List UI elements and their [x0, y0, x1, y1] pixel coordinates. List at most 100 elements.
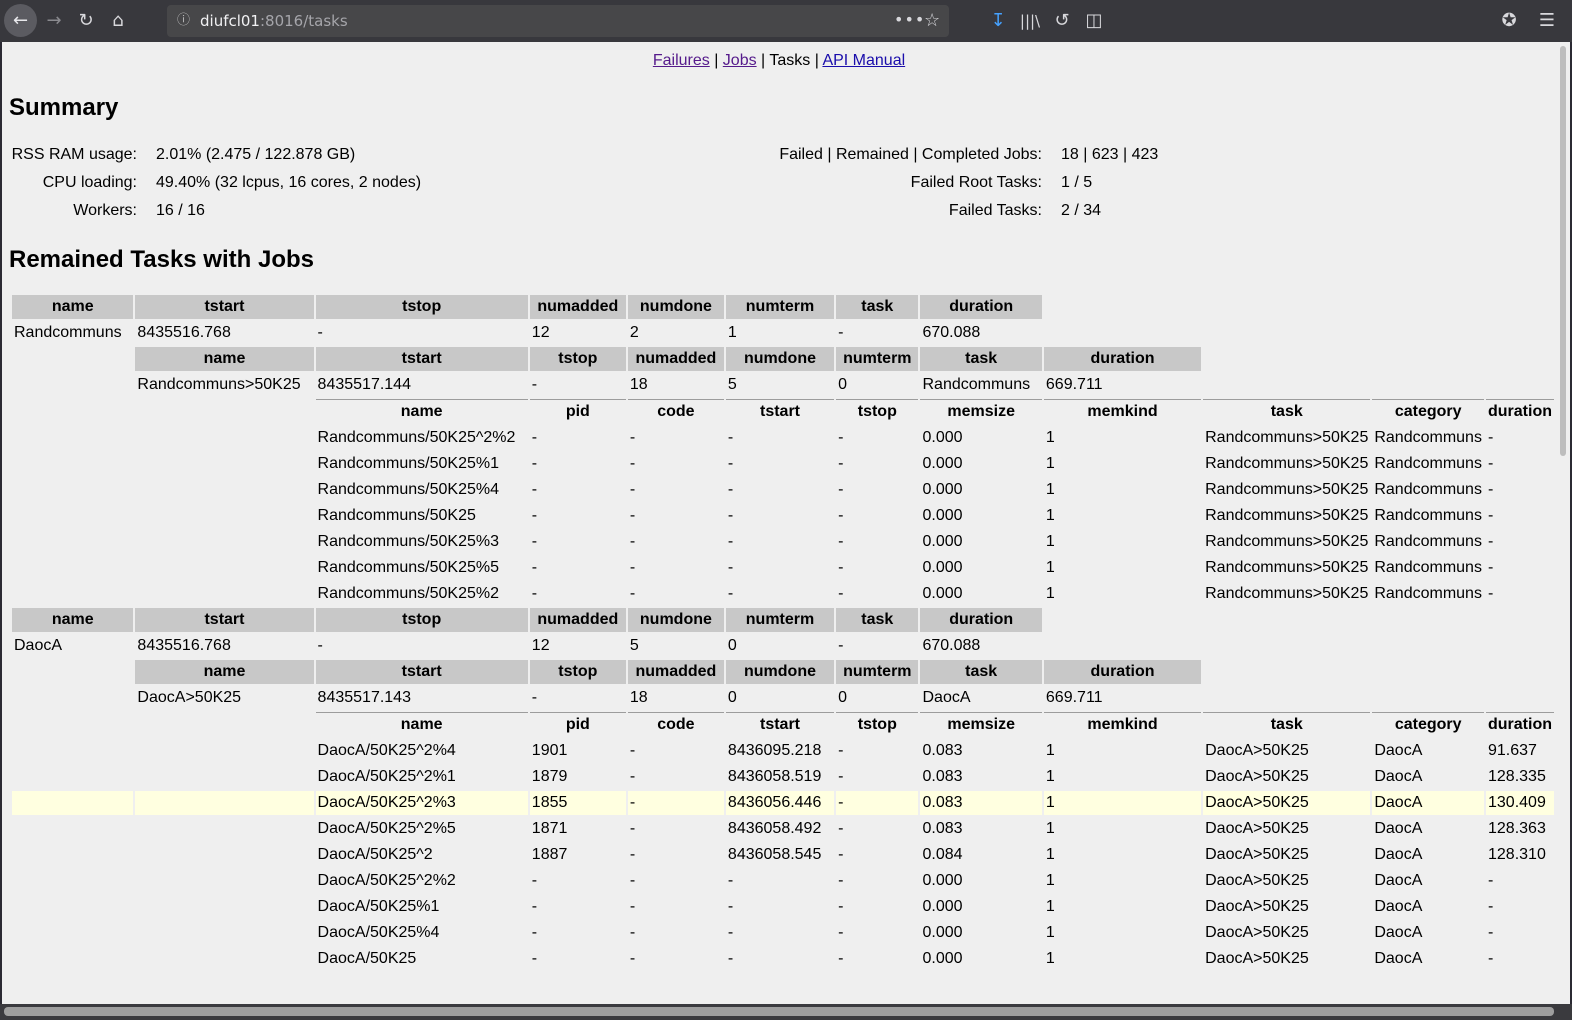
library-icon[interactable]: |||\: [1019, 12, 1041, 30]
remained-heading: Remained Tasks with Jobs: [9, 246, 314, 273]
job-row[interactable]: Randcommuns/50K25%4 - - - - 0.000 1 Randcommuns…: [12, 478, 1554, 502]
job-row[interactable]: Randcommuns/50K25%1 - - - - 0.000 1 Randcommuns…: [12, 452, 1554, 476]
job-cell-tstop: -: [838, 768, 844, 785]
job-cell-task: DaocA>50K25: [1205, 768, 1309, 785]
job-cell-pid: -: [531, 429, 538, 446]
url-bar[interactable]: ⓘ diufcl01:8016/tasks ••• ☆: [167, 5, 949, 37]
column-header-task: task: [836, 295, 919, 319]
job-cell-task: DaocA>50K25: [1205, 742, 1309, 759]
nav-current-tasks: Tasks: [769, 52, 811, 69]
job-row[interactable]: DaocA/50K25%4 - - - - 0.000 1 DaocA>50K25 DaocA -: [12, 921, 1554, 945]
job-row[interactable]: Randcommuns/50K25%3 - - - - 0.000 1 Randcommuns…: [12, 530, 1554, 554]
info-icon[interactable]: ⓘ: [177, 13, 191, 28]
job-row[interactable]: DaocA/50K25^2%2 - - - - 0.000 1 DaocA>50K25 Daoc…: [12, 869, 1554, 893]
pocket-icon[interactable]: ✪: [1501, 10, 1517, 31]
empty-cell: [1203, 686, 1370, 710]
job-cell-pid: -: [531, 898, 538, 915]
job-cell-category: Randcommuns: [1374, 559, 1482, 576]
failed-tasks-value: 2 / 34: [1061, 202, 1102, 219]
job-cell-task: Randcommuns>50K25: [1205, 585, 1369, 602]
bookmark-star-icon[interactable]: ☆: [924, 10, 941, 31]
job-cell-code: -: [629, 898, 636, 915]
home-icon[interactable]: ⌂: [112, 10, 124, 31]
horizontal-scroll-thumb[interactable]: [4, 1007, 1554, 1016]
nav-link-failures[interactable]: Failures: [652, 52, 710, 69]
job-cell-code: -: [629, 872, 636, 889]
horizontal-scrollbar[interactable]: [0, 1004, 1572, 1020]
job-cell-memsize: 0.083: [920, 791, 1042, 815]
column-header-duration: duration: [1043, 347, 1202, 371]
download-icon[interactable]: ↧: [990, 10, 1006, 31]
subtask-row[interactable]: DaocA>50K25 8435517.143 - 18 0 0 DaocA 669.711: [12, 686, 1554, 710]
column-header-memsize: memsize: [920, 712, 1042, 737]
empty-cell: [1372, 660, 1484, 684]
empty-cell: [12, 739, 133, 763]
job-row[interactable]: Randcommuns/50K25%2 - - - - 0.000 1 Randcommuns…: [12, 582, 1554, 606]
empty-cell: [1372, 295, 1484, 319]
empty-cell: [135, 399, 313, 424]
subtask-row[interactable]: Randcommuns>50K25 8435517.144 - 18 5 0 Randcom…: [12, 373, 1554, 397]
reload-icon[interactable]: ↻: [78, 10, 94, 31]
column-header-category: category: [1372, 399, 1484, 424]
job-cell-code: -: [629, 820, 636, 837]
job-cell-name: DaocA/50K25^2%3: [315, 791, 528, 815]
empty-cell: [1203, 634, 1370, 658]
job-row[interactable]: Randcommuns/50K25^2%2- - - -0.000 1 Randcommu…: [12, 426, 1554, 450]
job-cell-task: DaocA>50K25: [1205, 872, 1309, 889]
nav-link-api-manual[interactable]: API Manual: [822, 52, 906, 69]
job-cell-duration: -: [1488, 533, 1494, 550]
job-row[interactable]: DaocA/50K25^2%3 1855-8436056.446-0.083 1 Da…: [12, 791, 1554, 815]
job-cell-tstop: -: [836, 791, 919, 815]
job-cell-task: DaocA>50K25: [1205, 820, 1309, 837]
empty-cell: [1044, 295, 1201, 319]
empty-cell: [135, 582, 313, 606]
job-cell-duration: 128.310: [1488, 846, 1546, 863]
menu-icon[interactable]: ☰: [1538, 10, 1556, 31]
job-row[interactable]: DaocA/50K25^2 1887-8436058.545-0.084 1 Daoc…: [12, 843, 1554, 867]
url-text[interactable]: diufcl01:8016/tasks: [200, 5, 348, 37]
root-header-row: name tstart tstop numadded numdone numterm tas…: [12, 295, 1554, 319]
job-cell-tstop: -: [838, 898, 844, 915]
nav-link-jobs[interactable]: Jobs: [722, 52, 757, 69]
forward-icon[interactable]: →: [46, 10, 62, 31]
more-icon[interactable]: •••: [894, 10, 926, 29]
empty-cell: [12, 373, 133, 397]
subtask-cell-duration: 669.711: [1045, 376, 1103, 393]
job-cell-tstop: -: [838, 507, 844, 524]
job-cell-code: -: [629, 481, 636, 498]
history-icon[interactable]: ↺: [1054, 10, 1070, 31]
job-cell-tstart: -: [727, 872, 734, 889]
job-cell-memsize: 0.000: [922, 585, 963, 602]
job-row[interactable]: DaocA/50K25^2%4 1901-8436095.218-0.083 1 Da…: [12, 739, 1554, 763]
sidebar-icon[interactable]: ◫: [1085, 10, 1103, 31]
vertical-scroll-thumb[interactable]: [1560, 46, 1566, 456]
job-row[interactable]: DaocA/50K25^2%5 1871-8436058.492-0.083 1 Da…: [12, 817, 1554, 841]
job-row[interactable]: Randcommuns/50K25 - - - - 0.000 1 Randcommuns>5…: [12, 504, 1554, 528]
empty-cell: [12, 347, 133, 371]
job-row[interactable]: Randcommuns/50K25%5 - - - - 0.000 1 Randcommuns…: [12, 556, 1554, 580]
job-cell-memsize: 0.000: [922, 559, 963, 576]
job-row[interactable]: DaocA/50K25^2%1 1879-8436058.519-0.083 1 Da…: [12, 765, 1554, 789]
top-nav: Failures | Jobs | Tasks | API Manual: [2, 52, 1556, 70]
root-cell-duration: 670.088: [922, 324, 981, 341]
root-task-row[interactable]: DaocA 8435516.768 - 12 5 0 - 670.088: [12, 634, 1554, 658]
job-cell-memsize: 0.000: [922, 455, 963, 472]
job-cell-task: DaocA>50K25: [1203, 791, 1371, 815]
back-icon[interactable]: ←: [4, 4, 37, 37]
job-cell-code: -: [629, 846, 636, 863]
job-row[interactable]: DaocA/50K25 - - - - 0.000 1 DaocA>50K25 DaocA -: [12, 947, 1554, 971]
job-row[interactable]: DaocA/50K25%1 - - - - 0.000 1 DaocA>50K25 DaocA -: [12, 895, 1554, 919]
subtask-cell-tstop: -: [531, 376, 538, 393]
jobs-value: 18 | 623 | 423: [1061, 146, 1159, 163]
column-header-numterm: numterm: [836, 660, 919, 684]
empty-cell: [12, 869, 133, 893]
empty-cell: [135, 869, 313, 893]
job-cell-name: Randcommuns/50K25%2: [317, 585, 499, 602]
job-header-row: name pid code tstart tstop memsize memkind task…: [12, 399, 1554, 424]
column-header-pid: pid: [529, 712, 626, 737]
job-cell-memkind: 1: [1045, 585, 1055, 602]
root-task-row[interactable]: Randcommuns 8435516.768 - 12 2 1 - 670.088: [12, 321, 1554, 345]
vertical-scrollbar[interactable]: [1556, 42, 1570, 1004]
job-cell-tstart: 8436095.218: [727, 742, 822, 759]
empty-cell: [12, 556, 133, 580]
